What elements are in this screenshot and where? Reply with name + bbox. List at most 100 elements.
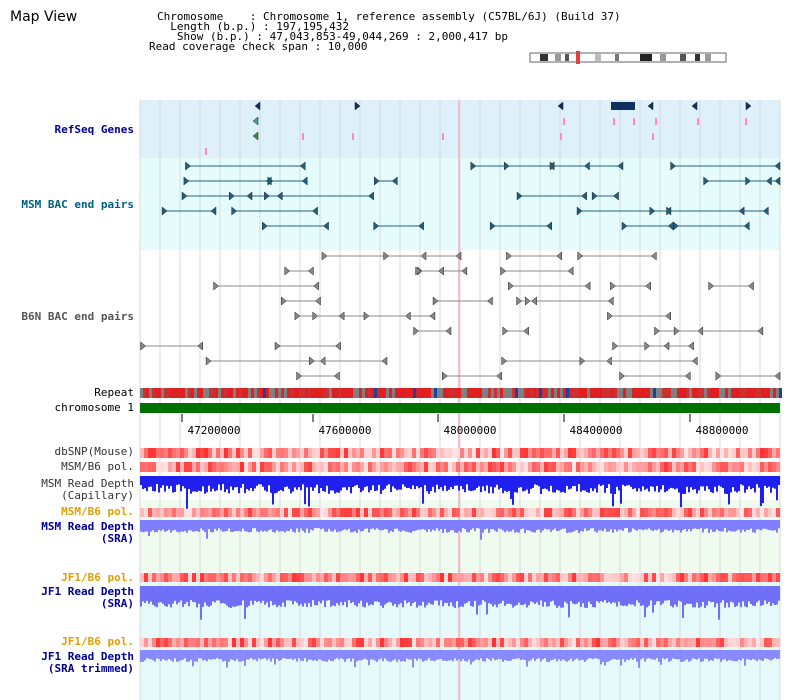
dbsnp-cell [216, 448, 220, 458]
jf1-b6-pol-cell [768, 573, 772, 582]
dbsnp-cell [756, 448, 760, 458]
msm-sra-depth-bar [326, 520, 328, 532]
msm-capillary-depth-bar [488, 476, 490, 494]
jf1-b6-pol-cell [416, 573, 420, 582]
b6n-bac-pair-end [577, 251, 584, 261]
jf1-b6-pol2-cell [656, 638, 660, 647]
msm-capillary-depth-bar [326, 476, 328, 486]
jf1-trimmed-depth-bar [770, 650, 772, 661]
jf1-trimmed-depth-bar [252, 650, 254, 660]
msm-sra-depth-bar [758, 520, 760, 530]
b6n-bac-label[interactable]: B6N BAC end pairs [21, 310, 134, 323]
msm-b6-pol2-cell [588, 508, 592, 517]
jf1-sra-depth-bar [634, 586, 636, 607]
msm-capillary-depth-bar [378, 476, 380, 485]
jf1-trimmed-depth-bar [662, 650, 664, 659]
msm-b6-pol2-cell [636, 508, 640, 517]
jf1-sra-depth-bar [670, 586, 672, 606]
refseq-genes-label[interactable]: RefSeq Genes [54, 123, 134, 136]
repeat-block [152, 388, 155, 398]
msm-capillary-depth-bar [356, 476, 358, 485]
dbsnp-cell [376, 448, 380, 458]
msm-capillary-depth-bar [148, 476, 150, 487]
jf1-trimmed-depth-bar [744, 650, 746, 666]
jf1-b6-pol2-cell [668, 638, 672, 647]
jf1-trimmed-depth-bar [240, 650, 242, 662]
jf1-trimmed-depth-bar [270, 650, 272, 662]
msm-capillary-depth-bar [486, 476, 488, 486]
repeat-block [404, 388, 407, 398]
jf1-sra-depth-bar [378, 586, 380, 603]
dbsnp-cell [400, 448, 404, 458]
msm-capillary-depth-bar [594, 476, 596, 489]
jf1-trimmed-depth-bar [216, 650, 218, 659]
jf1-trimmed-depth-bar [564, 650, 566, 661]
dbsnp-cell [576, 448, 580, 458]
msm-capillary-depth-bar [568, 476, 570, 490]
repeat-block [455, 388, 458, 398]
jf1-trimmed-depth-bar [720, 650, 722, 662]
msm-b6-pol2-cell [240, 508, 244, 517]
jf1-trimmed-depth-bar [164, 650, 166, 661]
msm-capillary-depth-bar [184, 476, 186, 489]
msm-capillary-depth-bar [526, 476, 528, 490]
jf1-sra-depth-bar [158, 586, 160, 603]
msm-capillary-depth-bar [750, 476, 752, 490]
repeat-block [356, 388, 359, 398]
dbsnp-cell [744, 448, 748, 458]
jf1-b6-pol2-cell [256, 638, 260, 647]
msm-sra-depth-bar [142, 520, 144, 533]
jf1-b6-pol2-cell [528, 638, 532, 647]
repeat-block [170, 388, 173, 398]
jf1-b6-pol-cell [468, 573, 472, 582]
msm-capillary-depth-bar [254, 476, 256, 489]
jf1-sra-depth-bar [200, 586, 202, 620]
jf1-trimmed-depth-bar [514, 650, 516, 659]
msm-b6-pol-cell [168, 462, 172, 472]
jf1-b6-pol-cell [216, 573, 220, 582]
msm-capillary-depth-bar [252, 476, 254, 492]
jf1-b6-pol2-cell [568, 638, 572, 647]
msm-sra-depth-bar [688, 520, 690, 530]
msm-capillary-depth-bar [714, 476, 716, 487]
jf1-trimmed-depth-bar [642, 650, 644, 659]
msm-capillary-depth-bar [434, 476, 436, 493]
dbsnp-cell [356, 448, 360, 458]
msm-b6-pol2-cell [260, 508, 264, 517]
jf1-b6-pol2-cell [292, 638, 296, 647]
jf1-sra-depth-bar [668, 586, 670, 601]
msm-b6-pol2-cell [584, 508, 588, 517]
msm-b6-pol2-cell [268, 508, 272, 517]
jf1-b6-pol2-cell [404, 638, 408, 647]
dbsnp-cell [776, 448, 780, 458]
repeat-block [149, 388, 152, 398]
msm-capillary-depth-bar [422, 476, 424, 504]
msm-sra-depth-bar [222, 520, 224, 532]
b6n-bac-pair-end [506, 251, 512, 261]
msm-sra-depth-bar [174, 520, 176, 530]
jf1-sra-depth-bar [184, 586, 186, 605]
jf1-sra-depth-bar [574, 586, 576, 605]
jf1-b6-pol2-cell [172, 638, 176, 647]
dbsnp-cell [664, 448, 668, 458]
msm-b6-pol-cell [704, 462, 708, 472]
jf1-sra-depth-bar [592, 586, 594, 608]
msm-b6-pol2-cell [548, 508, 552, 517]
jf1-b6-pol2-cell [468, 638, 472, 647]
repeat-block [305, 388, 308, 398]
msm-capillary-depth-bar [212, 476, 214, 489]
jf1-sra-depth-bar [432, 586, 434, 605]
jf1-b6-pol2-cell [688, 638, 692, 647]
jf1-b6-pol2-cell [248, 638, 252, 647]
jf1-b6-pol-cell [200, 573, 204, 582]
msm-sra-depth-bar [628, 520, 630, 533]
jf1-sra-depth-bar [306, 586, 308, 607]
jf1-sra-depth-bar [468, 586, 470, 602]
jf1-b6-pol-cell [664, 573, 668, 582]
msm-b6-pol-cell [268, 462, 272, 472]
msm-bac-label[interactable]: MSM BAC end pairs [21, 198, 134, 211]
repeat-block [548, 388, 551, 398]
dbsnp-cell [324, 448, 328, 458]
jf1-sra-depth-bar [690, 586, 692, 604]
